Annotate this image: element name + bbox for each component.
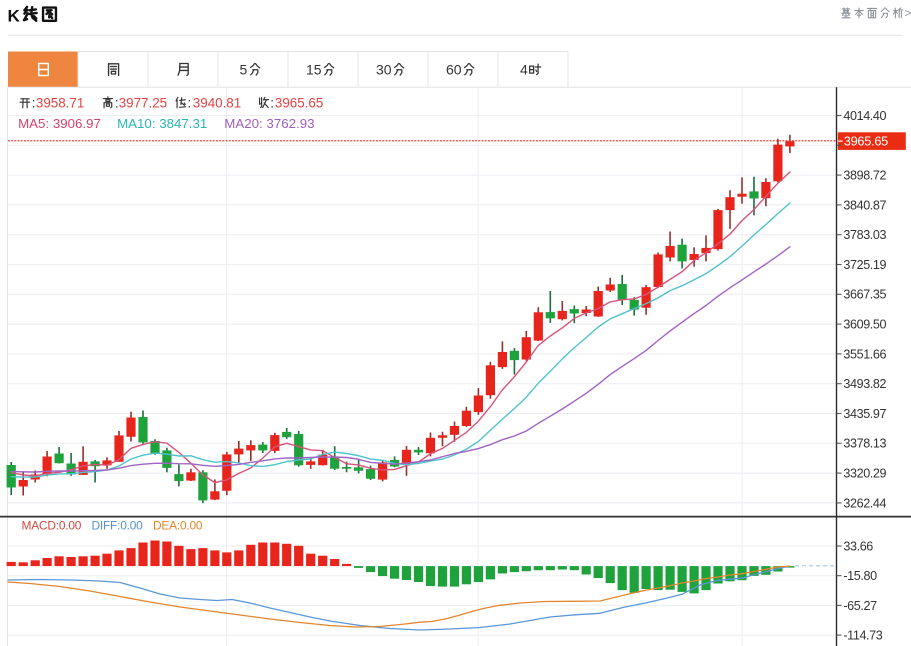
svg-text:3898.72: 3898.72 [843,169,886,183]
svg-text:3551.66: 3551.66 [843,347,886,361]
svg-text:3940.81: 3940.81 [193,96,241,111]
svg-text:60: 60 [446,62,462,78]
svg-text:3609.50: 3609.50 [843,318,886,332]
svg-text:3783.03: 3783.03 [843,228,886,242]
svg-text:4014.40: 4014.40 [843,109,886,123]
svg-text:3435.97: 3435.97 [843,407,886,421]
svg-text:3965.65: 3965.65 [844,134,888,149]
svg-text:DIFF:0.00: DIFF:0.00 [92,519,144,533]
svg-text:MA5: 3906.97: MA5: 3906.97 [18,116,101,131]
svg-text:MA10: 3847.31: MA10: 3847.31 [117,116,207,131]
svg-text:3977.25: 3977.25 [119,96,167,111]
svg-text:33.66: 33.66 [843,539,873,553]
svg-text:-114.73: -114.73 [843,629,882,643]
svg-text::: : [115,96,119,111]
svg-text::: : [270,96,274,111]
svg-text:3840.87: 3840.87 [843,198,886,212]
svg-text:3965.65: 3965.65 [275,96,323,111]
svg-text:3320.29: 3320.29 [843,467,886,481]
svg-text:MACD:0.00: MACD:0.00 [22,519,82,533]
svg-text:-65.27: -65.27 [843,599,877,613]
svg-text::: : [32,96,36,111]
svg-text:DEA:0.00: DEA:0.00 [153,519,203,533]
svg-text:5: 5 [240,62,248,78]
svg-text:K: K [8,7,21,26]
svg-text:>: > [905,6,911,20]
svg-text:3667.35: 3667.35 [843,288,886,302]
svg-text:15: 15 [306,62,322,78]
svg-text:3725.19: 3725.19 [843,258,886,272]
svg-text:3378.13: 3378.13 [843,437,886,451]
svg-text::: : [188,96,192,111]
svg-text:3493.82: 3493.82 [843,377,886,391]
svg-text:4: 4 [520,62,528,78]
svg-text:30: 30 [376,62,392,78]
svg-text:MA20: 3762.93: MA20: 3762.93 [224,116,314,131]
svg-text:-15.80: -15.80 [843,569,877,583]
svg-text:3262.44: 3262.44 [843,496,886,510]
svg-text:3958.71: 3958.71 [36,96,84,111]
